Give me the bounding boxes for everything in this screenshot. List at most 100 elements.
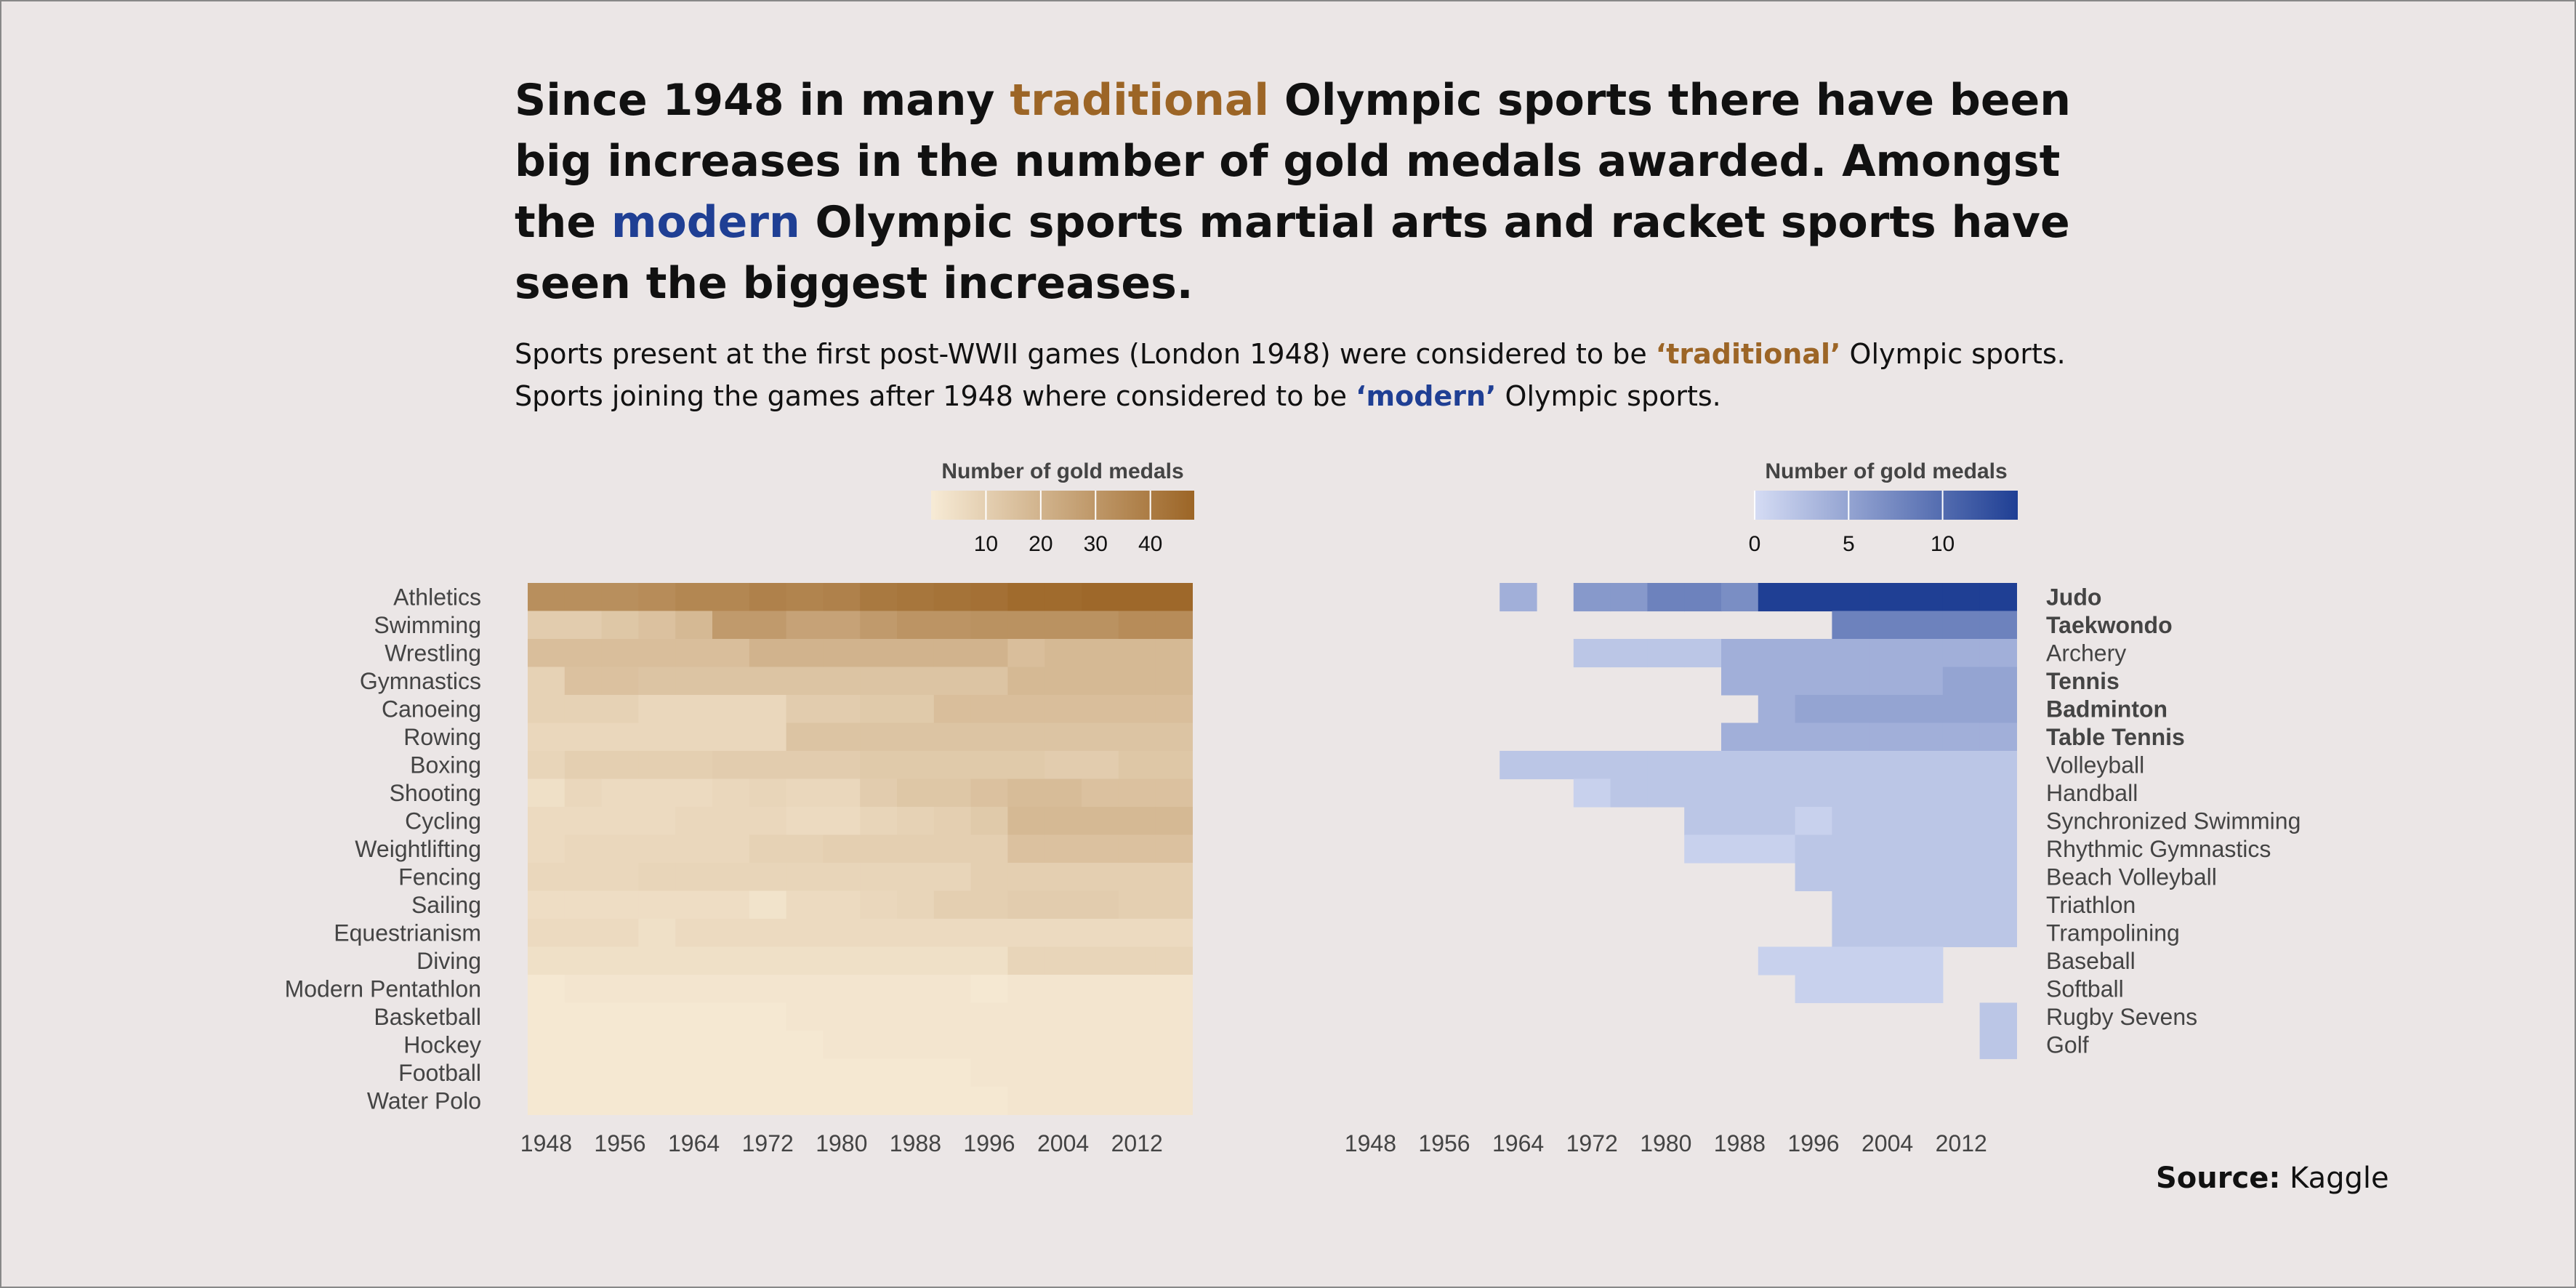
heat-cell-tennis-1988 [1721,667,1759,696]
heat-cell-rowing-1992 [933,723,972,752]
heat-cell-diving-1956 [601,946,639,975]
heat-cell-water-polo-1980 [823,1087,861,1116]
heat-cell-water-polo-1960 [638,1087,676,1116]
heat-cell-archery-2016 [1979,639,2017,668]
heat-cell-rowing-2008 [1082,723,1119,752]
heat-cell-triathlon-2016 [1979,890,2017,919]
heat-cell-basketball-1980 [823,1002,861,1031]
heat-cell-gymnastics-1968 [712,667,750,696]
row-label-modern-pentathlon: Modern Pentathlon [285,975,481,1002]
heat-cell-sailing-1960 [638,890,676,919]
row-label-shooting: Shooting [390,780,481,806]
heat-cell-judo-1984 [1684,583,1722,612]
heat-cell-triathlon-2008 [1906,890,1944,919]
heat-cell-weightlifting-1984 [860,834,898,864]
heat-cell-basketball-1972 [749,1002,787,1031]
heat-cell-diving-2016 [1155,946,1193,975]
heat-cell-water-polo-1992 [933,1087,972,1116]
heat-cell-boxing-1968 [712,751,750,780]
heat-cell-basketball-1984 [860,1002,898,1031]
heat-cell-fencing-1980 [823,863,861,892]
heat-cell-diving-1996 [970,946,1008,975]
heat-cell-athletics-2004 [1045,583,1082,612]
heat-cell-football-1988 [897,1058,935,1087]
heat-cell-wrestling-1976 [786,639,824,668]
heat-cell-softball-2000 [1832,975,1869,1004]
heat-cell-swimming-2008 [1082,611,1119,640]
row-label-football: Football [398,1060,481,1086]
heat-cell-football-2016 [1155,1058,1193,1087]
heat-cell-rhythmic-gymnastics-2016 [1979,834,2017,864]
heat-cell-judo-1996 [1795,583,1832,612]
chart-title: Since 1948 in many traditional Olympic s… [515,70,2085,314]
heat-cell-canoeing-1988 [897,695,935,724]
heat-cell-archery-1988 [1721,639,1759,668]
heat-cell-equestrianism-1972 [749,919,787,948]
heat-cell-athletics-1960 [638,583,676,612]
source-value: Kaggle [2290,1162,2389,1195]
heat-cell-archery-1996 [1795,639,1832,668]
heat-cell-water-polo-1956 [601,1087,639,1116]
heat-cell-water-polo-1948 [528,1087,565,1116]
row-label-trampolining: Trampolining [2046,919,2180,946]
heat-cell-badminton-2004 [1869,695,1907,724]
heat-cell-modern-pentathlon-1952 [564,975,603,1004]
heat-cell-tennis-2008 [1906,667,1944,696]
x-tick-label-1996: 1996 [963,1130,1015,1156]
heat-cell-water-polo-1996 [970,1087,1008,1116]
heat-cell-shooting-2012 [1118,778,1156,808]
heat-cell-cycling-1992 [933,807,972,836]
heat-cell-rhythmic-gymnastics-2004 [1869,834,1907,864]
heat-cell-archery-2000 [1832,639,1869,668]
row-label-fencing: Fencing [398,864,481,890]
heat-cell-athletics-2012 [1118,583,1156,612]
heat-cell-football-1996 [970,1058,1008,1087]
heat-cell-canoeing-1968 [712,695,750,724]
heat-cell-hockey-2000 [1007,1031,1045,1060]
row-label-table-tennis: Table Tennis [2046,724,2185,750]
heat-cell-canoeing-1972 [749,695,787,724]
heat-cell-modern-pentathlon-1956 [601,975,639,1004]
heat-cell-wrestling-2004 [1045,639,1082,668]
heat-cell-gymnastics-2012 [1118,667,1156,696]
heat-cell-judo-1976 [1610,583,1648,612]
heat-cell-volleyball-2008 [1906,751,1944,780]
heat-cell-wrestling-1996 [970,639,1008,668]
heat-cell-shooting-1968 [712,778,750,808]
heat-cell-canoeing-1964 [675,695,713,724]
heat-cell-diving-1992 [933,946,972,975]
heat-cell-rowing-1948 [528,723,565,752]
heat-cell-football-2004 [1045,1058,1082,1087]
heat-cell-diving-2000 [1007,946,1045,975]
heat-cell-equestrianism-2012 [1118,919,1156,948]
title-text-1: Since 1948 in many [515,75,1010,126]
heat-cell-football-2000 [1007,1058,1045,1087]
heat-cell-fencing-1968 [712,863,750,892]
heat-cell-fencing-2008 [1082,863,1119,892]
heat-cell-wrestling-1960 [638,639,676,668]
heat-cell-wrestling-2012 [1118,639,1156,668]
heat-cell-equestrianism-1948 [528,919,565,948]
heat-cell-gymnastics-1992 [933,667,972,696]
heat-cell-gymnastics-1972 [749,667,787,696]
heat-cell-athletics-2000 [1007,583,1045,612]
heat-cell-wrestling-1964 [675,639,713,668]
heat-cell-swimming-1980 [823,611,861,640]
heat-cell-equestrianism-1968 [712,919,750,948]
heat-cell-modern-pentathlon-2000 [1007,975,1045,1004]
row-label-tennis: Tennis [2046,668,2120,694]
heat-cell-modern-pentathlon-1964 [675,975,713,1004]
heat-cell-baseball-1996 [1795,946,1832,975]
heat-cell-canoeing-2004 [1045,695,1082,724]
heat-cell-water-polo-1972 [749,1087,787,1116]
heat-cell-archery-1980 [1647,639,1685,668]
heat-cell-gymnastics-1960 [638,667,676,696]
heat-cell-modern-pentathlon-1980 [823,975,861,1004]
row-label-archery: Archery [2046,640,2126,666]
heat-cell-swimming-1972 [749,611,787,640]
heat-cell-weightlifting-1980 [823,834,861,864]
heat-cell-weightlifting-1964 [675,834,713,864]
heat-cell-rhythmic-gymnastics-1988 [1721,834,1759,864]
subtitle-text-1: Sports present at the first post-WWII ga… [515,338,1656,370]
heat-cell-rhythmic-gymnastics-2012 [1942,834,1981,864]
